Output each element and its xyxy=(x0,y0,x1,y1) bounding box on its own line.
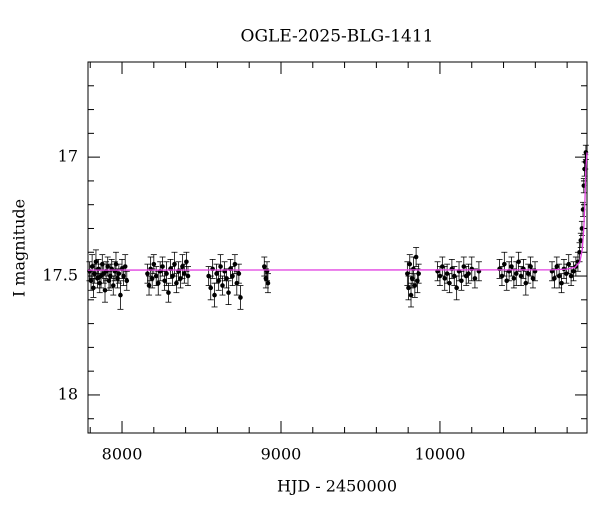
data-point xyxy=(220,283,225,288)
data-point xyxy=(151,261,157,267)
data-point xyxy=(518,273,524,279)
data-point xyxy=(442,276,448,281)
y-axis-label: I magnitude xyxy=(10,199,29,297)
data-point xyxy=(91,285,96,291)
x-tick-label: 8000 xyxy=(102,445,143,464)
data-point xyxy=(413,254,419,260)
x-tick-label: 9000 xyxy=(261,445,302,464)
data-point xyxy=(236,271,242,276)
data-point xyxy=(162,278,167,284)
data-point xyxy=(116,271,122,276)
data-point xyxy=(579,226,585,231)
data-point xyxy=(122,264,128,269)
data-point xyxy=(406,285,411,291)
data-point xyxy=(554,264,560,269)
data-point xyxy=(238,295,243,300)
data-point xyxy=(88,278,94,284)
data-point xyxy=(118,292,123,298)
data-point xyxy=(149,276,155,281)
data-point xyxy=(568,273,574,279)
data-point xyxy=(412,283,418,288)
data-point xyxy=(261,264,267,269)
data-point xyxy=(105,264,111,269)
data-point xyxy=(218,264,223,269)
data-point xyxy=(121,273,126,279)
data-point xyxy=(232,261,238,267)
data-point xyxy=(509,264,514,269)
data-point xyxy=(180,264,185,269)
plot-frame xyxy=(87,61,588,434)
data-point xyxy=(513,271,519,276)
y-tick-label: 17.5 xyxy=(42,266,78,285)
data-point xyxy=(110,283,116,288)
data-point xyxy=(226,290,231,295)
data-point xyxy=(407,261,413,267)
data-point xyxy=(172,261,177,267)
data-point xyxy=(124,278,130,284)
data-point xyxy=(459,278,464,284)
data-point xyxy=(146,283,152,288)
data-point xyxy=(447,280,452,286)
data-point xyxy=(214,271,219,276)
x-tick-label: 10000 xyxy=(415,445,466,464)
data-point xyxy=(265,280,271,286)
data-point xyxy=(174,280,179,286)
data-point xyxy=(160,264,165,269)
data-point xyxy=(89,264,95,269)
data-point xyxy=(208,285,214,291)
data-point xyxy=(164,271,169,276)
model-curve xyxy=(87,152,588,271)
data-point xyxy=(184,259,189,265)
data-point xyxy=(454,285,459,291)
data-point xyxy=(577,249,582,255)
data-point xyxy=(416,271,421,276)
data-point xyxy=(230,273,235,279)
data-point xyxy=(216,278,221,284)
x-axis-label: HJD - 2450000 xyxy=(277,477,397,496)
data-point xyxy=(166,290,171,295)
data-point xyxy=(559,280,564,286)
data-point xyxy=(212,292,217,298)
data-point xyxy=(556,273,562,279)
data-point xyxy=(528,264,533,269)
data-point xyxy=(185,273,191,279)
data-point xyxy=(102,288,108,293)
y-tick-label: 17 xyxy=(58,147,78,166)
data-point xyxy=(525,271,531,276)
data-point xyxy=(578,238,584,243)
data-point xyxy=(502,261,507,267)
data-point xyxy=(571,268,576,274)
data-point xyxy=(516,259,521,265)
data-point xyxy=(466,271,471,276)
y-tick-label: 18 xyxy=(58,384,78,403)
data-point xyxy=(552,276,557,281)
data-point xyxy=(155,280,161,286)
data-point xyxy=(224,276,229,281)
data-point xyxy=(145,271,150,276)
data-point xyxy=(153,273,159,279)
data-point xyxy=(93,259,99,265)
data-point xyxy=(511,276,517,281)
data-point xyxy=(530,276,536,281)
data-point xyxy=(408,292,414,298)
data-point xyxy=(472,276,478,281)
data-point xyxy=(566,261,572,267)
chart-title: OGLE-2025-BLG-1411 xyxy=(241,27,434,47)
data-point xyxy=(182,271,187,276)
data-point xyxy=(263,276,269,281)
